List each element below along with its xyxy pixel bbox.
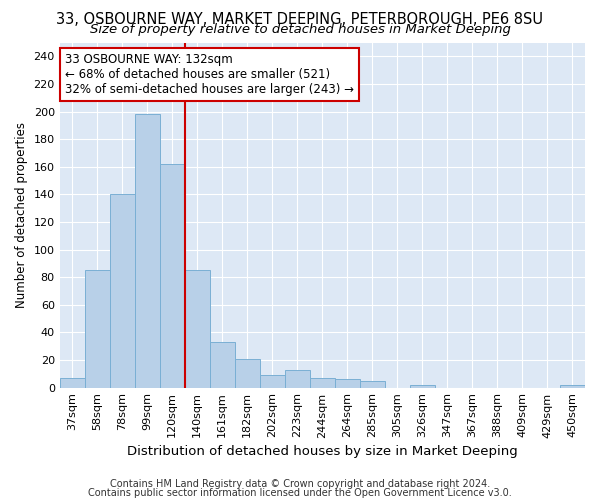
Bar	[185, 270, 210, 388]
Bar	[360, 380, 385, 388]
Y-axis label: Number of detached properties: Number of detached properties	[15, 122, 28, 308]
Bar	[235, 358, 260, 388]
Text: Contains HM Land Registry data © Crown copyright and database right 2024.: Contains HM Land Registry data © Crown c…	[110, 479, 490, 489]
Text: Size of property relative to detached houses in Market Deeping: Size of property relative to detached ho…	[89, 22, 511, 36]
Bar	[135, 114, 160, 388]
Text: Contains public sector information licensed under the Open Government Licence v3: Contains public sector information licen…	[88, 488, 512, 498]
Bar	[560, 385, 585, 388]
Bar	[410, 385, 435, 388]
Bar	[85, 270, 110, 388]
Bar	[210, 342, 235, 388]
X-axis label: Distribution of detached houses by size in Market Deeping: Distribution of detached houses by size …	[127, 444, 518, 458]
Text: 33 OSBOURNE WAY: 132sqm
← 68% of detached houses are smaller (521)
32% of semi-d: 33 OSBOURNE WAY: 132sqm ← 68% of detache…	[65, 53, 354, 96]
Bar	[285, 370, 310, 388]
Bar	[260, 375, 285, 388]
Bar	[160, 164, 185, 388]
Bar	[310, 378, 335, 388]
Bar	[335, 380, 360, 388]
Text: 33, OSBOURNE WAY, MARKET DEEPING, PETERBOROUGH, PE6 8SU: 33, OSBOURNE WAY, MARKET DEEPING, PETERB…	[56, 12, 544, 28]
Bar	[110, 194, 135, 388]
Bar	[59, 378, 85, 388]
